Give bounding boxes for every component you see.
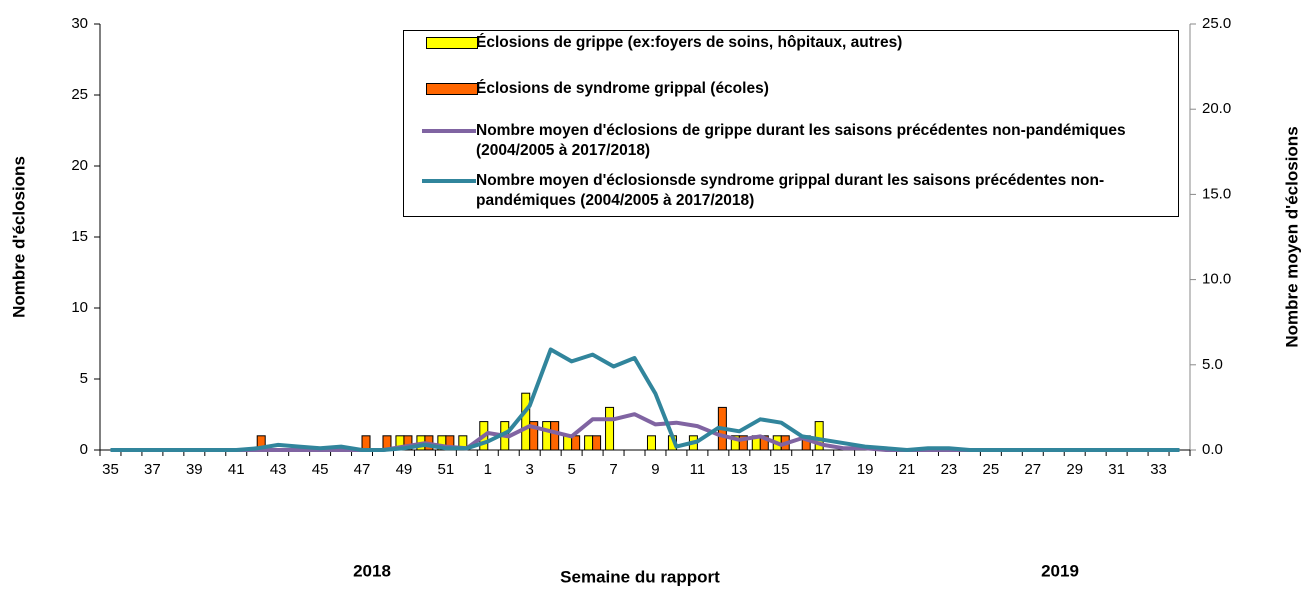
x-tick-label: 19 [857, 461, 874, 478]
x-tick-label: 31 [1108, 461, 1125, 478]
year-label: 2018 [353, 561, 391, 580]
y2-tick-label: 10.0 [1202, 271, 1231, 288]
bar [759, 435, 769, 451]
bar [814, 421, 824, 451]
legend-label: Nombre moyen d'éclosionsde syndrome grip… [476, 172, 1105, 209]
bar [584, 435, 594, 451]
x-tick-label: 51 [438, 461, 455, 478]
x-tick-label: 9 [651, 461, 659, 478]
y-tick-label: 20 [71, 157, 88, 174]
x-tick-label: 49 [396, 461, 413, 478]
year-label: 2019 [1041, 561, 1079, 580]
legend-label: Éclosions de syndrome grippal (écoles) [476, 80, 769, 97]
x-tick-label: 21 [899, 461, 916, 478]
legend-item: Nombre moyen d'éclosionsde syndrome grip… [404, 171, 1164, 211]
bar [646, 435, 656, 451]
x-tick-label: 39 [186, 461, 203, 478]
bar [605, 406, 615, 451]
x-tick-label: 43 [270, 461, 287, 478]
x-tick-label: 1 [484, 461, 492, 478]
y2-tick-label: 20.0 [1202, 100, 1231, 117]
bar [529, 421, 539, 451]
x-tick-label: 15 [773, 461, 790, 478]
x-tick-label: 25 [983, 461, 1000, 478]
x-tick-label: 7 [609, 461, 617, 478]
y2-tick-label: 15.0 [1202, 185, 1231, 202]
x-tick-label: 45 [312, 461, 329, 478]
y-tick-label: 15 [71, 228, 88, 245]
x-tick-label: 3 [526, 461, 534, 478]
x-tick-label: 17 [815, 461, 832, 478]
bar [571, 435, 581, 451]
legend-swatch [404, 171, 476, 211]
x-tick-label: 37 [144, 461, 161, 478]
bar [738, 435, 748, 451]
x-tick-label: 11 [690, 461, 706, 478]
x-tick-label: 29 [1066, 461, 1083, 478]
y-tick-label: 5 [80, 370, 88, 387]
y-tick-label: 30 [71, 15, 88, 32]
line [110, 347, 1180, 452]
x-tick-label: 35 [102, 461, 119, 478]
y-tick-label: 25 [71, 86, 88, 103]
x-tick-label: 47 [354, 461, 371, 478]
y2-axis-title: Nombre moyen d'éclosions [1282, 126, 1301, 347]
x-tick-label: 33 [1150, 461, 1167, 478]
bar [592, 435, 602, 451]
x-axis-title: Semaine du rapport [560, 567, 720, 586]
y-tick-label: 0 [80, 441, 88, 458]
bar [361, 435, 371, 451]
x-tick-label: 27 [1024, 461, 1041, 478]
legend-item: Nombre moyen d'éclosions de grippe duran… [404, 121, 1164, 161]
legend-item: Éclosions de syndrome grippal (écoles) [404, 79, 1164, 99]
x-tick-label: 13 [731, 461, 748, 478]
y2-tick-label: 25.0 [1202, 15, 1231, 32]
bar [521, 392, 531, 451]
y-tick-label: 10 [71, 299, 88, 316]
bar [550, 421, 560, 451]
bar [542, 421, 552, 451]
legend-swatch [404, 121, 476, 161]
legend-label: Éclosions de grippe (ex:foyers de soins,… [476, 34, 903, 51]
legend-swatch [404, 33, 478, 53]
x-tick-label: 23 [941, 461, 958, 478]
x-tick-label: 5 [567, 461, 575, 478]
x-tick-label: 41 [228, 461, 245, 478]
bar [403, 435, 413, 451]
y2-tick-label: 5.0 [1202, 356, 1223, 373]
legend: Éclosions de grippe (ex:foyers de soins,… [403, 30, 1179, 217]
y2-tick-label: 0.0 [1202, 441, 1223, 458]
y-axis-title: Nombre d'éclosions [9, 156, 28, 318]
legend-swatch [404, 79, 478, 99]
legend-item: Éclosions de grippe (ex:foyers de soins,… [404, 33, 1164, 53]
legend-label: Nombre moyen d'éclosions de grippe duran… [476, 122, 1126, 159]
